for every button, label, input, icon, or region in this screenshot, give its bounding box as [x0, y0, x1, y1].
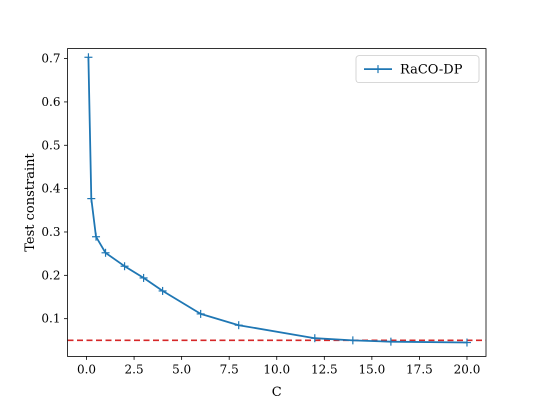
- plot-marks: [67, 53, 486, 347]
- axis-ticks: 0.0 2.5 5.0 7.5 10.0 12.5 15.0 17.5 20.0 0.1 0.2 0.…: [41, 52, 480, 377]
- series-line-0: [87, 57, 468, 344]
- data-point: [92, 232, 101, 241]
- plot-area-frame: [67, 48, 487, 357]
- legend-marker: [374, 65, 382, 74]
- x-tick-label: 12.5: [311, 362, 338, 376]
- data-point: [348, 336, 357, 345]
- y-tick-label: 0.6: [41, 95, 60, 109]
- legend: RaCO-DP: [355, 55, 480, 83]
- x-tick-label: 0.0: [77, 362, 96, 376]
- y-tick-label: 0.7: [41, 52, 60, 66]
- data-point: [101, 248, 110, 257]
- x-tick-label: 20.0: [454, 362, 481, 376]
- x-tick-label: 10.0: [263, 362, 290, 376]
- data-point: [158, 286, 167, 295]
- legend-label-raco-dp: RaCO-DP: [400, 63, 463, 78]
- data-point: [462, 338, 471, 347]
- data-point: [196, 309, 205, 318]
- data-point: [234, 321, 243, 330]
- y-tick-label: 0.5: [41, 138, 60, 152]
- x-axis-label: C: [272, 385, 282, 400]
- y-tick-label: 0.1: [41, 312, 60, 326]
- x-tick-label: 2.5: [125, 362, 144, 376]
- y-axis-label: Test constraint: [23, 152, 38, 251]
- data-point: [120, 262, 129, 271]
- data-point: [139, 273, 148, 282]
- x-tick-label: 7.5: [220, 362, 239, 376]
- x-tick-label: 17.5: [406, 362, 433, 376]
- data-point: [87, 194, 96, 203]
- legend-box: [355, 55, 480, 83]
- data-point: [310, 334, 319, 343]
- y-tick-label: 0.2: [41, 268, 60, 282]
- y-tick-label: 0.3: [41, 225, 60, 239]
- x-tick-label: 5.0: [172, 362, 191, 376]
- data-point: [386, 337, 395, 346]
- x-tick-label: 15.0: [359, 362, 386, 376]
- y-tick-label: 0.4: [41, 182, 60, 196]
- data-point: [84, 53, 93, 62]
